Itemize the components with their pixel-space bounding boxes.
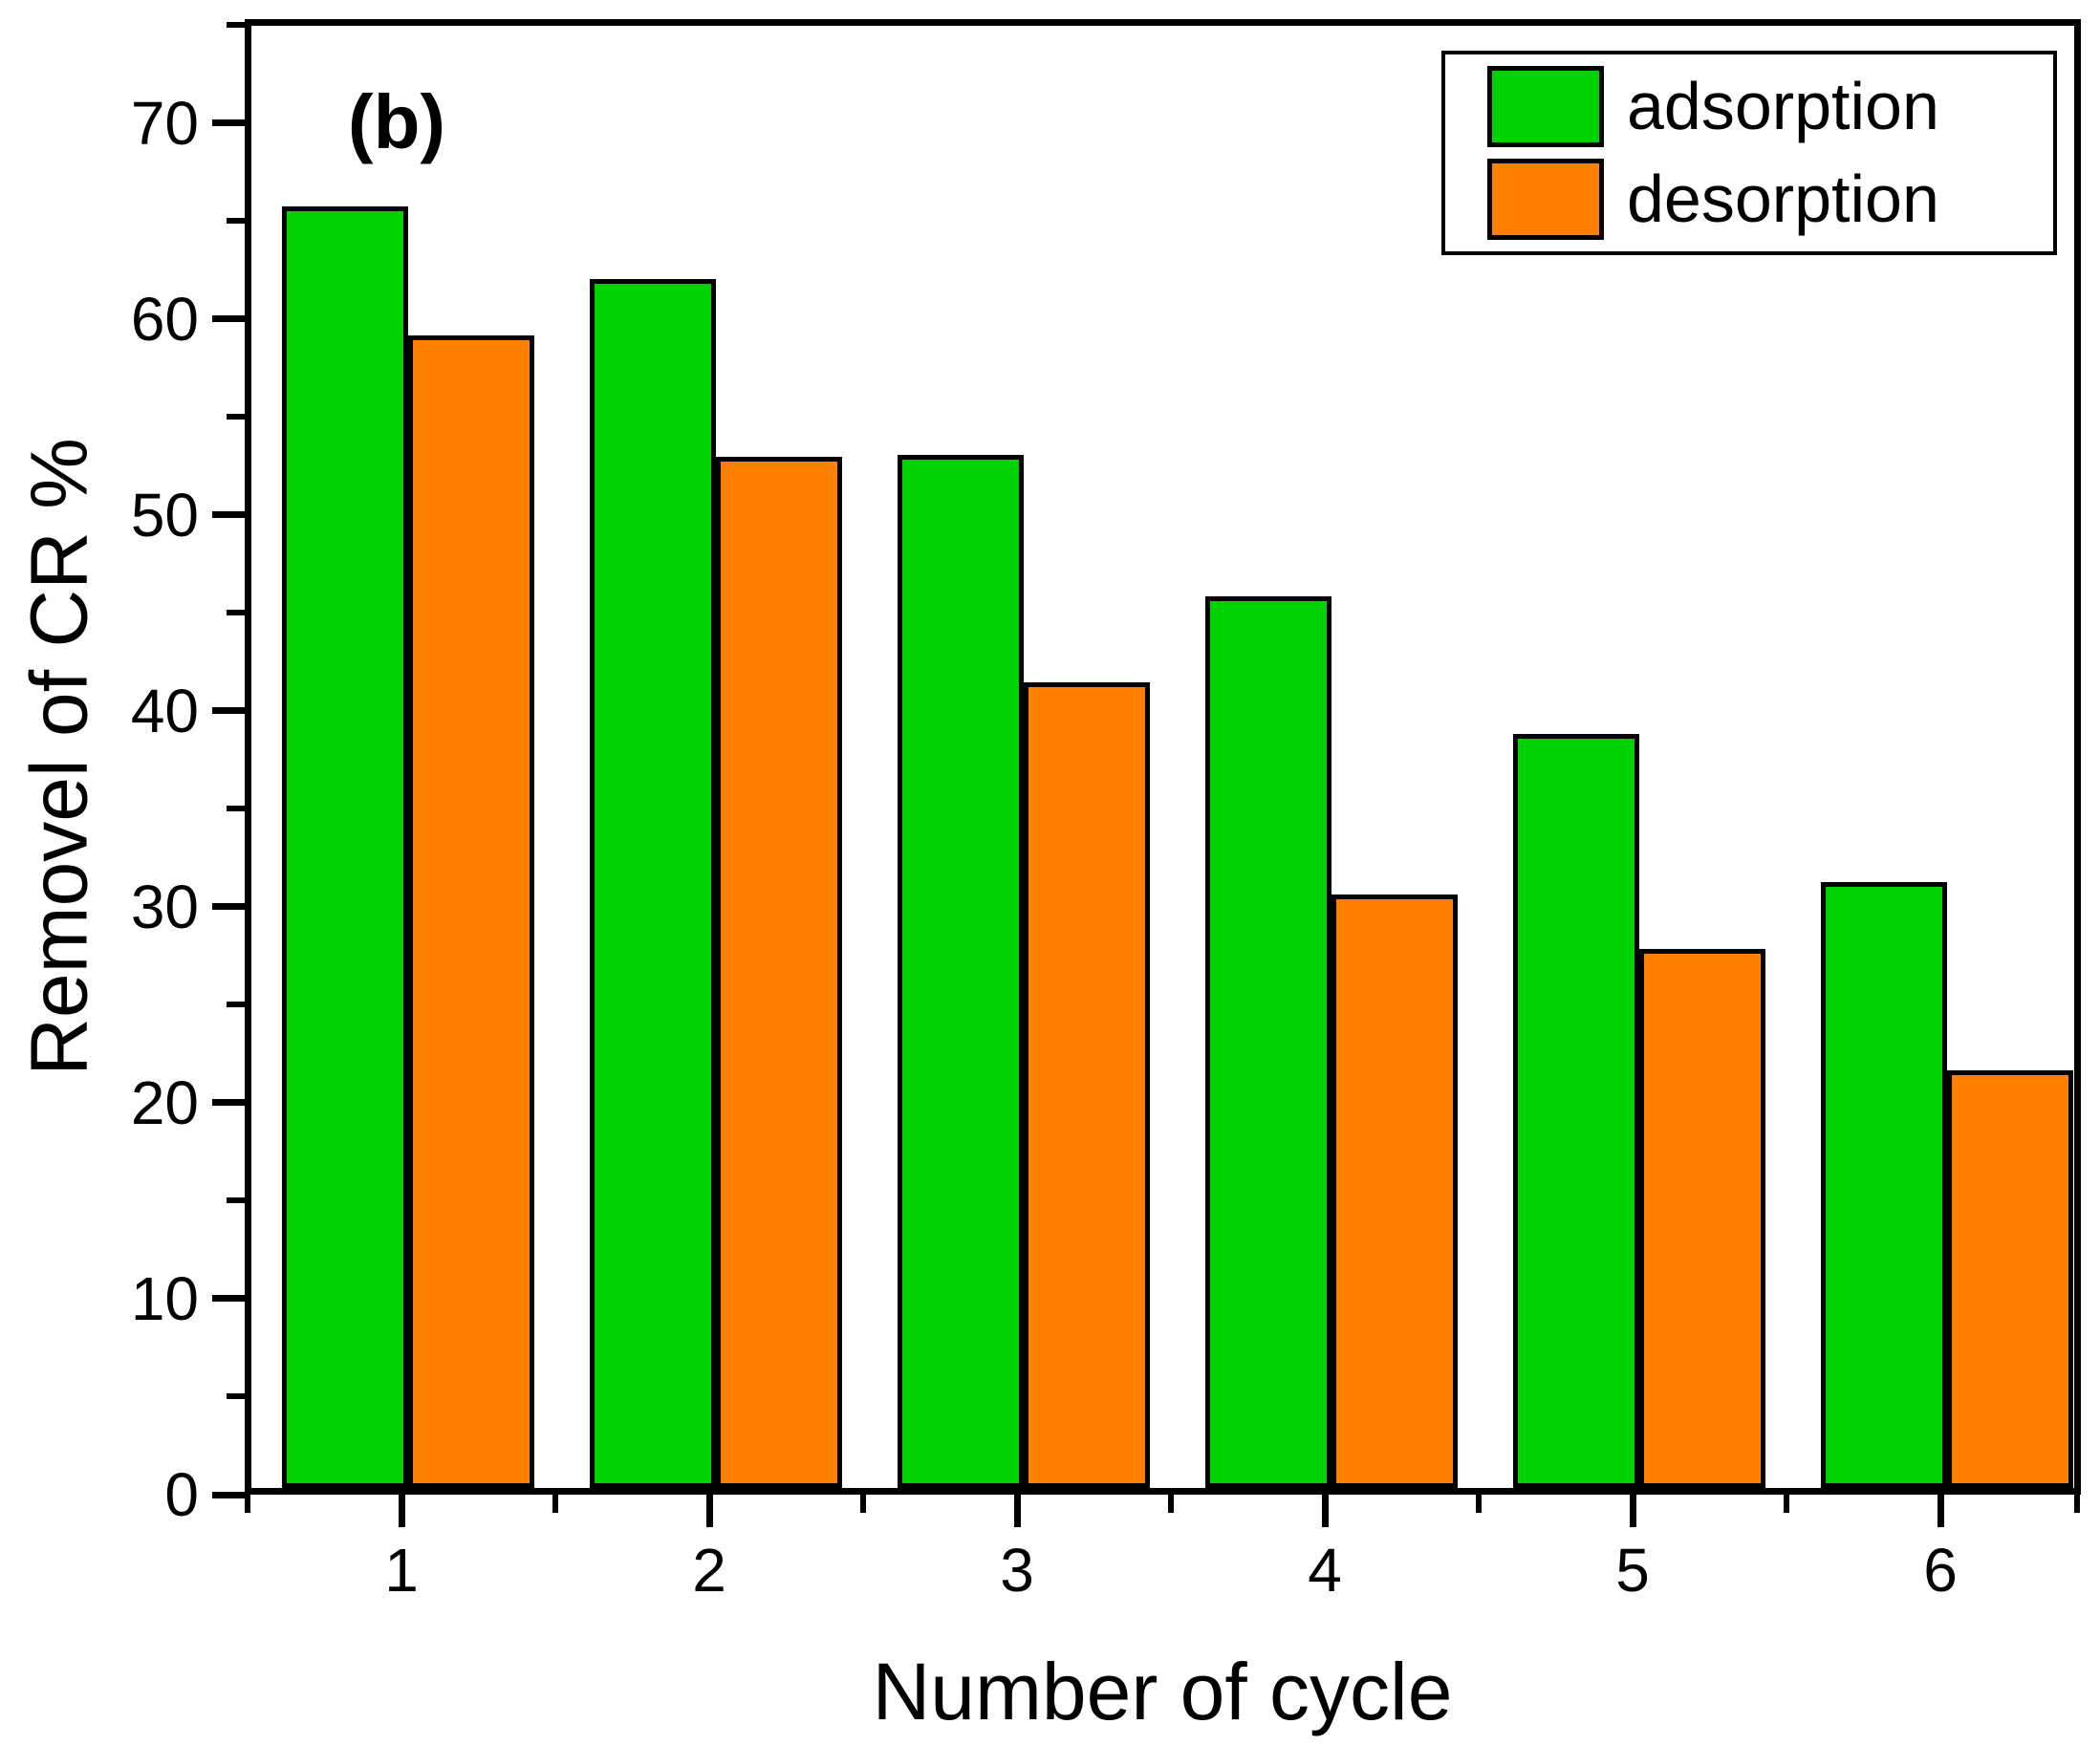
x-tick-label-5: 5 — [1615, 1536, 1650, 1605]
y-minor-tick-5 — [227, 1393, 245, 1400]
y-tick-label-20: 20 — [130, 1067, 199, 1137]
plot-area — [245, 19, 2081, 1495]
legend-label-adsorption: adsorption — [1627, 69, 1939, 143]
x-major-tick-4 — [1321, 1495, 1329, 1527]
legend-swatch-adsorption — [1487, 66, 1604, 147]
y-major-tick-20 — [212, 1099, 245, 1107]
y-minor-tick-75 — [227, 22, 245, 29]
bars-layer — [251, 26, 2074, 1488]
y-minor-tick-55 — [227, 414, 245, 420]
legend-item-desorption: desorption — [1487, 158, 2053, 241]
legend: adsorption desorption — [1441, 51, 2057, 255]
x-minor-tick-2 — [860, 1495, 866, 1513]
bar-adsorption-cycle-2 — [590, 279, 716, 1488]
figure-panel-label: (b) — [347, 79, 446, 164]
x-minor-tick-4 — [1476, 1495, 1482, 1513]
y-minor-tick-45 — [227, 610, 245, 616]
y-major-tick-60 — [212, 315, 245, 323]
y-major-tick-10 — [212, 1295, 245, 1303]
y-tick-label-40: 40 — [130, 676, 199, 745]
x-minor-tick-1 — [552, 1495, 558, 1513]
bar-adsorption-cycle-1 — [282, 206, 408, 1488]
y-tick-label-30: 30 — [130, 872, 199, 941]
bar-desorption-cycle-4 — [1331, 895, 1458, 1488]
x-minor-tick-0 — [245, 1495, 250, 1513]
y-minor-tick-35 — [227, 806, 245, 812]
bar-adsorption-cycle-6 — [1821, 882, 1947, 1488]
y-major-tick-50 — [212, 511, 245, 519]
bar-adsorption-cycle-4 — [1205, 596, 1331, 1488]
legend-item-adsorption: adsorption — [1487, 65, 2053, 148]
y-minor-tick-65 — [227, 218, 245, 225]
y-tick-label-60: 60 — [130, 284, 199, 354]
y-minor-tick-15 — [227, 1197, 245, 1204]
x-tick-label-2: 2 — [692, 1536, 726, 1605]
bar-adsorption-cycle-5 — [1513, 734, 1639, 1488]
y-tick-label-50: 50 — [130, 480, 199, 550]
y-major-tick-40 — [212, 707, 245, 715]
bar-desorption-cycle-6 — [1947, 1070, 2073, 1488]
y-major-tick-0 — [212, 1491, 245, 1498]
bar-adsorption-cycle-3 — [898, 455, 1024, 1488]
y-minor-tick-25 — [227, 1002, 245, 1008]
y-tick-label-70: 70 — [130, 88, 199, 158]
bar-desorption-cycle-5 — [1639, 949, 1765, 1488]
x-tick-label-4: 4 — [1308, 1536, 1342, 1605]
x-tick-label-3: 3 — [1000, 1536, 1034, 1605]
x-tick-label-1: 1 — [384, 1536, 419, 1605]
legend-swatch-desorption — [1487, 159, 1604, 240]
x-minor-tick-3 — [1168, 1495, 1174, 1513]
bar-desorption-cycle-1 — [408, 335, 534, 1488]
x-minor-tick-6 — [2074, 1495, 2080, 1513]
x-major-tick-2 — [705, 1495, 713, 1527]
bar-desorption-cycle-3 — [1024, 682, 1150, 1488]
y-tick-label-10: 10 — [130, 1263, 199, 1333]
x-major-tick-1 — [398, 1495, 405, 1527]
x-major-tick-5 — [1629, 1495, 1636, 1527]
x-major-tick-3 — [1013, 1495, 1021, 1527]
legend-label-desorption: desorption — [1627, 162, 1939, 236]
y-major-tick-30 — [212, 903, 245, 911]
y-major-tick-70 — [212, 119, 245, 127]
x-minor-tick-5 — [1784, 1495, 1789, 1513]
y-tick-label-0: 0 — [164, 1460, 199, 1529]
x-major-tick-6 — [1937, 1495, 1944, 1527]
x-axis-title: Number of cycle — [872, 1647, 1453, 1736]
bar-desorption-cycle-2 — [716, 457, 842, 1488]
x-tick-label-6: 6 — [1923, 1536, 1958, 1605]
